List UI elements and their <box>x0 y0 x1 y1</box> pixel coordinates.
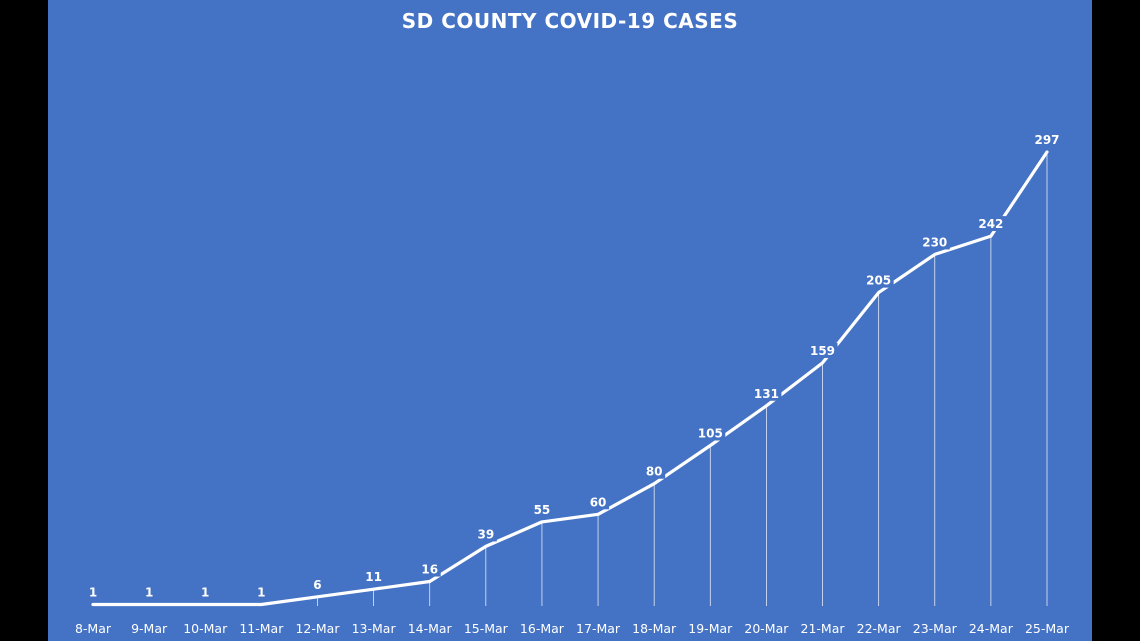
data-label: 230 <box>922 235 947 249</box>
data-label: 80 <box>646 465 663 479</box>
data-label-background <box>254 584 269 600</box>
drop-lines <box>92 152 1048 606</box>
x-tick-label: 21-Mar <box>801 621 846 636</box>
data-label-background <box>975 216 1006 232</box>
data-label: 131 <box>754 387 779 401</box>
data-label-background <box>863 272 894 288</box>
data-label: 297 <box>1034 133 1059 147</box>
data-label-background <box>751 385 782 401</box>
x-axis-tick-labels: 8-Mar 9-Mar 10-Mar 11-Mar 12-Mar 13-Mar 14-Mar… <box>75 621 1070 636</box>
x-tick-label: 18-Mar <box>632 621 677 636</box>
x-tick-label: 16-Mar <box>520 621 565 636</box>
data-label-background <box>474 526 497 542</box>
data-label: 6 <box>313 578 321 592</box>
data-label-background <box>643 463 666 479</box>
x-tick-label: 13-Mar <box>352 621 397 636</box>
x-tick-label: 9-Mar <box>131 621 168 636</box>
x-tick-label: 22-Mar <box>857 621 902 636</box>
x-tick-label: 20-Mar <box>744 621 789 636</box>
x-tick-label: 10-Mar <box>183 621 228 636</box>
data-label-background <box>919 234 950 250</box>
data-label: 1 <box>145 585 153 599</box>
data-label-background <box>310 576 325 592</box>
data-label: 55 <box>534 503 551 517</box>
data-label-background <box>142 584 157 600</box>
x-tick-label: 14-Mar <box>408 621 453 636</box>
data-label-background <box>587 494 610 510</box>
x-tick-label: 23-Mar <box>913 621 958 636</box>
data-label-background <box>807 342 838 358</box>
chart-title: SD COUNTY COVID-19 CASES <box>401 9 739 33</box>
series-line <box>91 150 1049 607</box>
data-label: 1 <box>201 585 209 599</box>
data-label: 159 <box>810 344 835 358</box>
data-label: 105 <box>698 426 723 440</box>
chart-panel <box>48 0 1092 641</box>
x-tick-label: 17-Mar <box>576 621 621 636</box>
data-label: 39 <box>477 527 494 541</box>
data-label-background <box>362 569 385 585</box>
data-label: 242 <box>978 217 1003 231</box>
data-label-background <box>198 584 213 600</box>
data-label-background <box>695 425 726 441</box>
data-label: 205 <box>866 274 891 288</box>
x-tick-label: 24-Mar <box>969 621 1014 636</box>
data-label-background <box>1032 132 1062 147</box>
x-tick-label: 19-Mar <box>688 621 733 636</box>
x-tick-label: 11-Mar <box>239 621 284 636</box>
data-label: 1 <box>257 585 265 599</box>
data-label: 60 <box>590 495 607 509</box>
data-label: 1 <box>89 585 97 599</box>
data-label: 16 <box>421 563 438 577</box>
data-label-background <box>530 501 553 517</box>
x-tick-label: 8-Mar <box>75 621 112 636</box>
data-label-background <box>418 561 441 577</box>
x-tick-label: 15-Mar <box>464 621 509 636</box>
x-tick-label: 12-Mar <box>295 621 340 636</box>
x-tick-label: 25-Mar <box>1025 621 1070 636</box>
data-label: 11 <box>365 570 382 584</box>
data-label-background <box>86 584 100 600</box>
